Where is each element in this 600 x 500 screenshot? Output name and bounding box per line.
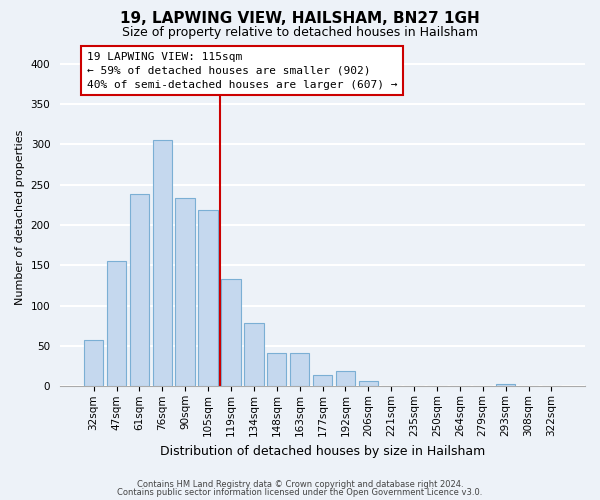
Text: Contains HM Land Registry data © Crown copyright and database right 2024.: Contains HM Land Registry data © Crown c… — [137, 480, 463, 489]
Bar — [84, 340, 103, 386]
Bar — [199, 210, 218, 386]
Bar — [175, 198, 195, 386]
Bar — [496, 384, 515, 386]
Y-axis label: Number of detached properties: Number of detached properties — [15, 130, 25, 304]
Bar — [107, 262, 126, 386]
Bar — [152, 140, 172, 386]
Bar — [244, 324, 263, 386]
Text: 19, LAPWING VIEW, HAILSHAM, BN27 1GH: 19, LAPWING VIEW, HAILSHAM, BN27 1GH — [120, 11, 480, 26]
Bar — [359, 381, 378, 386]
Text: 19 LAPWING VIEW: 115sqm
← 59% of detached houses are smaller (902)
40% of semi-d: 19 LAPWING VIEW: 115sqm ← 59% of detache… — [87, 52, 397, 90]
Text: Size of property relative to detached houses in Hailsham: Size of property relative to detached ho… — [122, 26, 478, 39]
Bar — [290, 354, 310, 386]
Text: Contains public sector information licensed under the Open Government Licence v3: Contains public sector information licen… — [118, 488, 482, 497]
Bar — [130, 194, 149, 386]
Bar — [335, 371, 355, 386]
X-axis label: Distribution of detached houses by size in Hailsham: Distribution of detached houses by size … — [160, 444, 485, 458]
Bar — [221, 279, 241, 386]
Bar — [267, 354, 286, 386]
Bar — [313, 375, 332, 386]
